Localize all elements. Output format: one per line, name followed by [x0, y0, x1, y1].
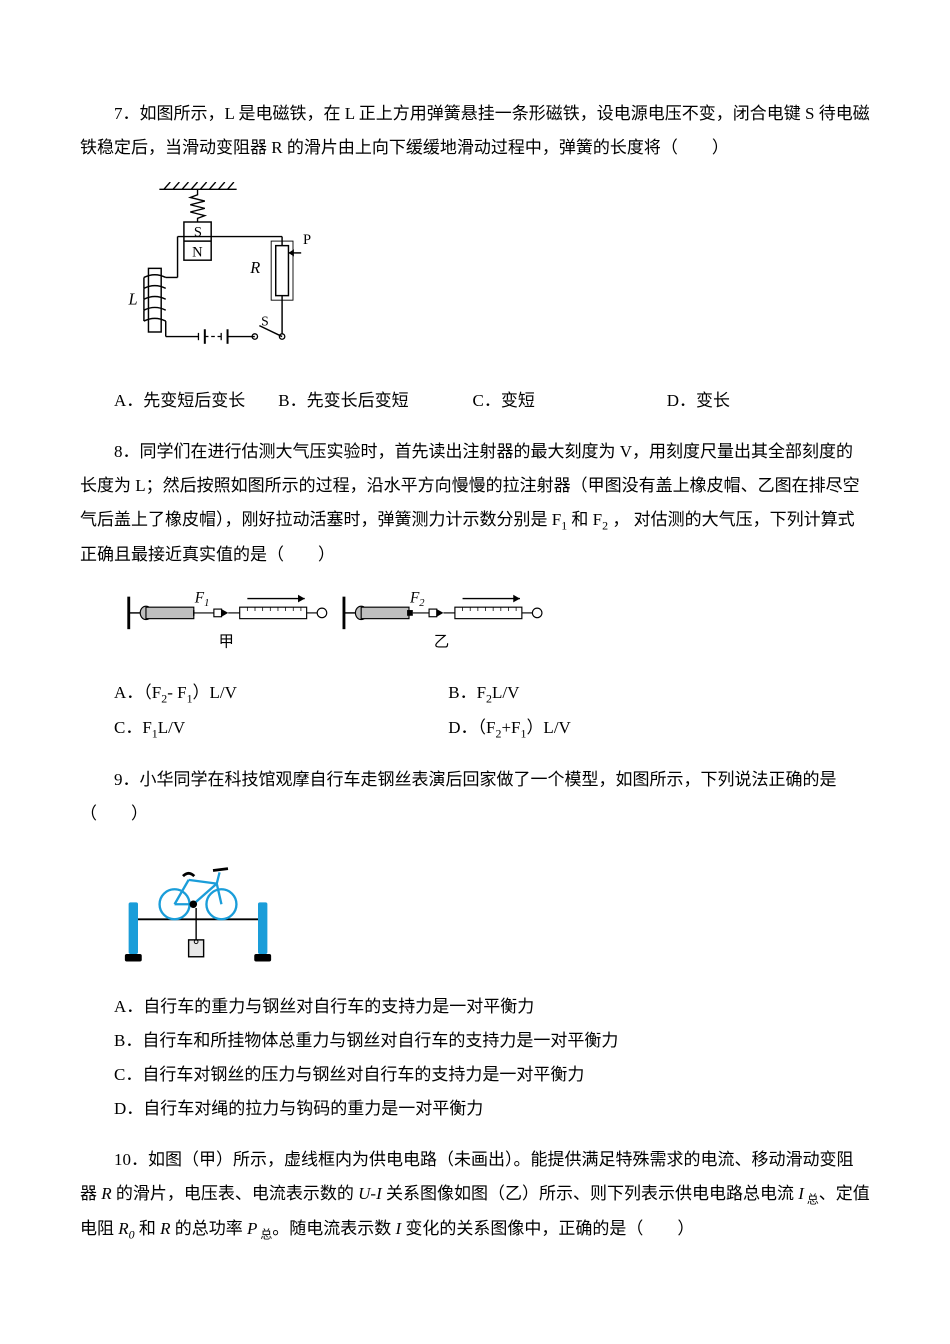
q9-stem: 9．小华同学在科技馆观摩自行车走钢丝表演后回家做了一个模型，如图所示，下列说法正… — [80, 763, 870, 831]
q7-option-c: C．变短 — [473, 384, 663, 418]
question-9: 9．小华同学在科技馆观摩自行车走钢丝表演后回家做了一个模型，如图所示，下列说法正… — [80, 763, 870, 1126]
q8-option-d: D．（F2+F1 ）L/V — [448, 711, 571, 746]
q8-stem: 8．同学们在进行估测大气压实验时，首先读出注射器的最大刻度为 V，用刻度尺量出其… — [80, 435, 870, 572]
bicycle-diagram — [123, 848, 273, 970]
q8-option-c: C．F1L/V — [114, 711, 444, 746]
q7-option-d: D．变长 — [667, 384, 730, 418]
syringe-diagram: F1 甲 — [123, 589, 563, 656]
r-label: R — [249, 258, 260, 277]
q7-option-a: A．先变短后变长 — [114, 384, 274, 418]
q9-option-b: B．自行车和所挂物体总重力与钢丝对自行车的支持力是一对平衡力 — [80, 1024, 870, 1058]
q8-option-a: A．（F2 ‐ F1 ）L/V — [114, 676, 444, 711]
yi-label: 乙 — [433, 633, 448, 650]
question-7: 7．如图所示，L 是电磁铁，在 L 正上方用弹簧悬挂一条形磁铁，设电源电压不变，… — [80, 97, 870, 418]
q7-stem: 7．如图所示，L 是电磁铁，在 L 正上方用弹簧悬挂一条形磁铁，设电源电压不变，… — [80, 97, 870, 165]
switch-label: S — [261, 314, 269, 329]
q8-option-b: B．F2L/V — [448, 676, 519, 711]
q8-options-row2: C．F1L/V D．（F2+F1 ）L/V — [80, 711, 870, 746]
q8-options-row1: A．（F2 ‐ F1 ）L/V B．F2L/V — [80, 676, 870, 711]
q9-option-a: A．自行车的重力与钢丝对自行车的支持力是一对平衡力 — [80, 990, 870, 1024]
question-10: 10．如图（甲）所示，虚线框内为供电电路（未画出）。能提供满足特殊需求的电流、移… — [80, 1143, 870, 1247]
q7-figure: S N L R P — [123, 182, 871, 376]
q9-option-d: D．自行车对绳的拉力与钩码的重力是一对平衡力 — [80, 1092, 870, 1126]
question-8: 8．同学们在进行估测大气压实验时，首先读出注射器的最大刻度为 V，用刻度尺量出其… — [80, 435, 870, 747]
q9-option-c: C．自行车对钢丝的压力与钢丝对自行车的支持力是一对平衡力 — [80, 1058, 870, 1092]
n-pole-label: N — [192, 245, 203, 261]
q9-figure — [123, 848, 871, 982]
f2-label: F2 — [408, 589, 424, 609]
q7-options: A．先变短后变长 B．先变长后变短 C．变短 D．变长 — [80, 384, 870, 418]
circuit-diagram: S N L R P — [123, 182, 323, 364]
f1-label: F1 — [193, 589, 209, 609]
p-label: P — [302, 232, 310, 248]
l-label: L — [127, 290, 137, 309]
q10-stem: 10．如图（甲）所示，虚线框内为供电电路（未画出）。能提供满足特殊需求的电流、移… — [80, 1143, 870, 1247]
q7-option-b: B．先变长后变短 — [278, 384, 468, 418]
s-pole-label: S — [193, 225, 201, 241]
jia-label: 甲 — [218, 633, 233, 650]
q8-figure: F1 甲 — [123, 589, 871, 668]
